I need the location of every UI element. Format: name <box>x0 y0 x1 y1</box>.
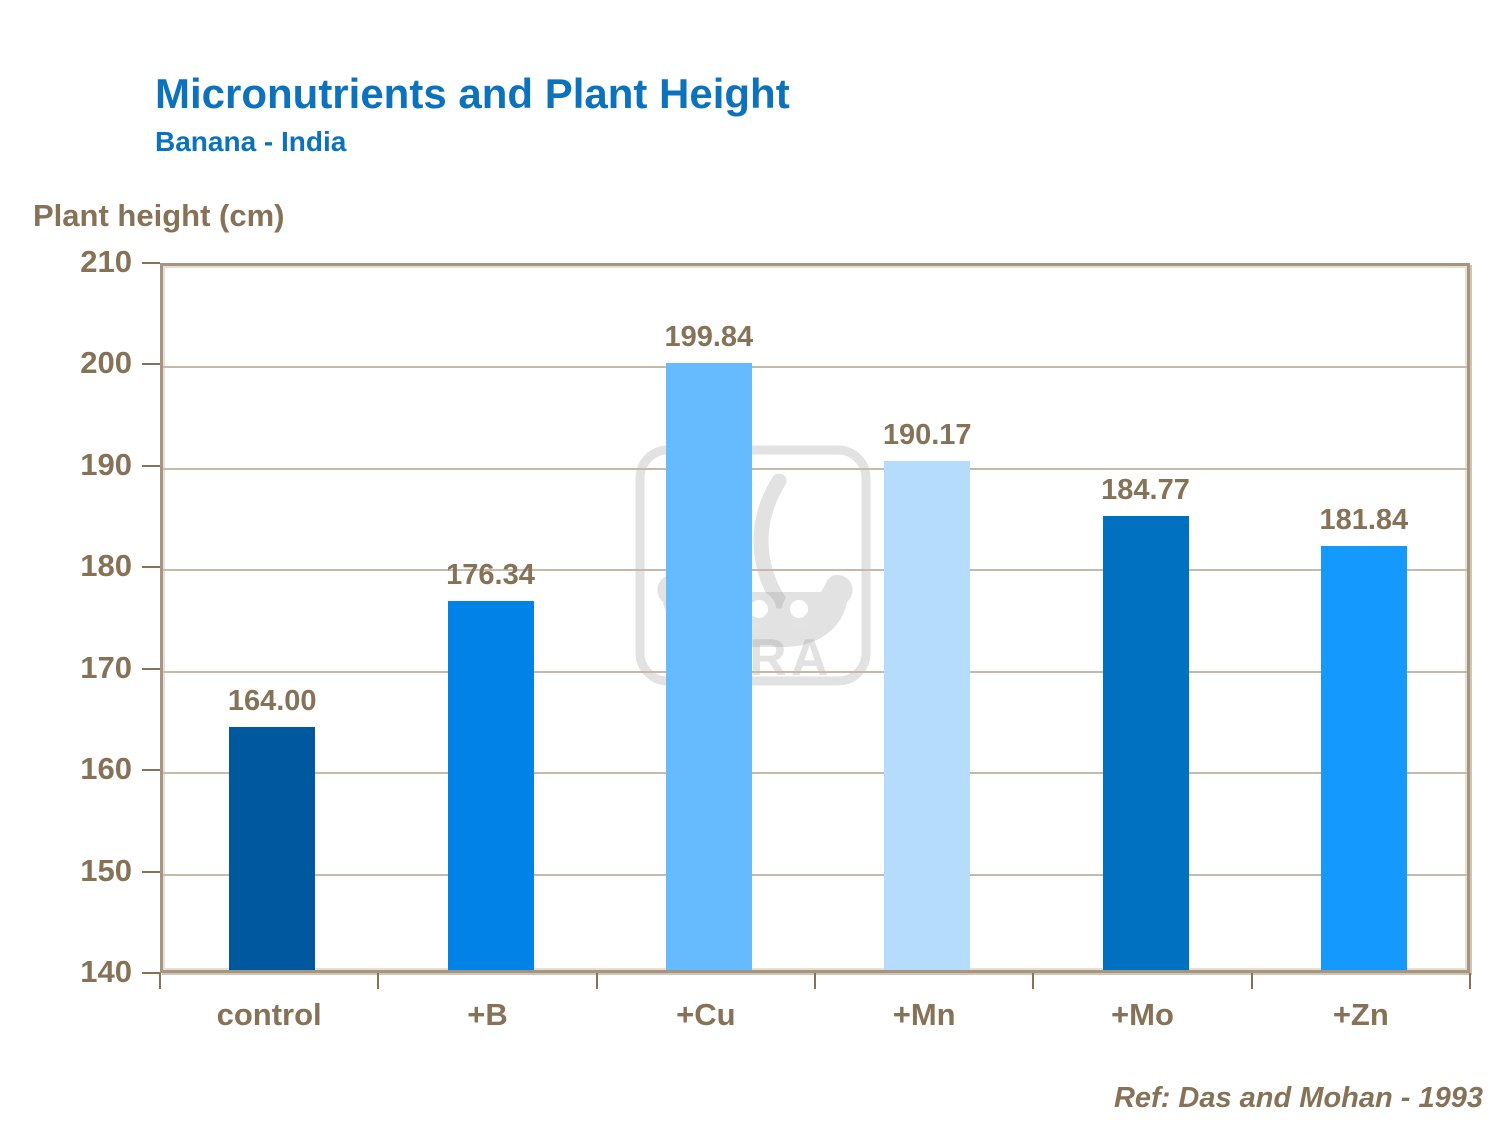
reference-text: Ref: Das and Mohan - 1993 <box>1113 1082 1483 1114</box>
gridline-160 <box>163 772 1467 775</box>
x-label-+Cu: +Cu <box>676 997 736 1032</box>
bar-control <box>229 726 316 970</box>
y-tick-140 <box>142 972 160 974</box>
x-tick-0 <box>159 973 161 989</box>
bar-value-+Zn: 181.84 <box>1319 503 1409 536</box>
y-axis-title: Plant height (cm) <box>33 198 285 233</box>
x-label-+Mo: +Mo <box>1111 997 1174 1032</box>
x-label-+Mn: +Mn <box>892 997 956 1032</box>
x-tick-6 <box>1469 973 1471 989</box>
bar-value-+Mn: 190.17 <box>882 419 972 452</box>
x-label-control: control <box>216 997 322 1032</box>
gridline-170 <box>163 670 1467 673</box>
y-tick-label-200: 200 <box>80 345 132 381</box>
y-tick-210 <box>142 262 160 264</box>
y-tick-label-210: 210 <box>80 244 132 279</box>
page-title: Micronutrients and Plant Height <box>155 70 790 117</box>
x-tick-2 <box>595 973 598 989</box>
y-tick-label-160: 160 <box>80 751 132 787</box>
y-tick-label-140: 140 <box>80 954 132 989</box>
bar-value-control: 164.00 <box>227 684 317 717</box>
bar-+Mn <box>884 461 971 970</box>
gridline-180 <box>163 569 1467 572</box>
gridline-190 <box>163 467 1467 470</box>
bar-+Mo <box>1102 515 1189 970</box>
y-tick-190 <box>142 464 160 467</box>
page-subtitle: Banana - India <box>155 126 347 157</box>
gridline-200 <box>163 366 1467 369</box>
y-tick-170 <box>142 667 160 670</box>
bar-+Cu <box>665 363 752 970</box>
x-tick-1 <box>377 973 380 989</box>
plot-area: YARA 164.00 176.34 199.84 190.17 184.77 181.8… <box>160 263 1470 973</box>
y-tick-150 <box>142 870 160 873</box>
x-label-+B: +B <box>467 997 508 1032</box>
y-tick-label-190: 190 <box>80 446 132 482</box>
bar-value-+Cu: 199.84 <box>664 321 754 354</box>
bar-+B <box>447 601 534 970</box>
bar-value-+Mo: 184.77 <box>1101 473 1190 506</box>
y-tick-label-150: 150 <box>80 852 132 888</box>
y-tick-label-170: 170 <box>80 649 132 685</box>
x-tick-5 <box>1250 973 1253 989</box>
bar-+Zn <box>1320 545 1407 970</box>
x-tick-3 <box>814 973 816 989</box>
y-tick-180 <box>142 566 160 569</box>
y-tick-160 <box>142 769 160 772</box>
bar-value-+B: 176.34 <box>446 559 535 592</box>
y-tick-200 <box>142 363 160 366</box>
x-tick-4 <box>1032 973 1035 989</box>
gridline-150 <box>163 873 1467 876</box>
y-tick-label-180: 180 <box>80 548 132 584</box>
x-label-+Zn: +Zn <box>1332 997 1389 1032</box>
